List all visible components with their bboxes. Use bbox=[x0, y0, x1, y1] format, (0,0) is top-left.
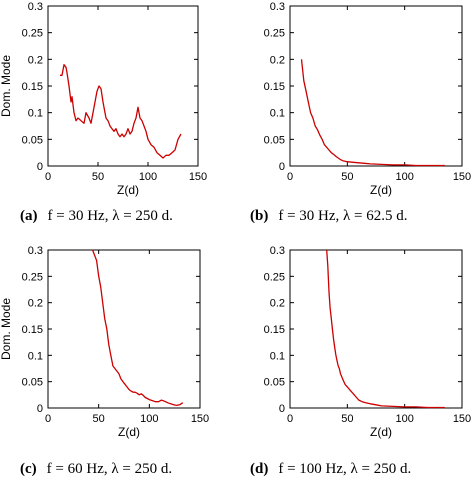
plot-frame-a bbox=[47, 5, 199, 167]
y-tick-label-d-4: 0.2 bbox=[270, 298, 285, 310]
y-axis-label-c: Dom. Mode bbox=[0, 298, 13, 360]
y-tick-label-b-5: 0.25 bbox=[264, 28, 285, 40]
y-tick-label-c-1: 0.05 bbox=[22, 377, 43, 389]
y-tick-label-c-3: 0.15 bbox=[22, 324, 43, 336]
y-tick-label-b-0: 0 bbox=[279, 161, 285, 173]
caption-b: (b) f = 30 Hz, λ = 62.5 d. bbox=[250, 208, 408, 224]
y-axis-label-a: Dom. Mode bbox=[0, 55, 13, 117]
series-line-d bbox=[326, 249, 445, 409]
x-tick-label-d-3: 150 bbox=[453, 413, 471, 425]
series-line-a bbox=[60, 64, 182, 159]
x-axis-label-b: Z(d) bbox=[370, 183, 392, 197]
caption-letter-c: (c) bbox=[20, 461, 37, 477]
y-tick-label-d-1: 0.05 bbox=[264, 377, 285, 389]
y-tick-label-a-6: 0.3 bbox=[28, 1, 43, 13]
y-tick-label-b-1: 0.05 bbox=[264, 134, 285, 146]
caption-text-a: f = 30 Hz, λ = 250 d. bbox=[48, 208, 173, 224]
y-tick-label-d-2: 0.1 bbox=[270, 350, 285, 362]
y-tick-label-a-4: 0.2 bbox=[28, 54, 43, 66]
y-tick-label-b-2: 0.1 bbox=[270, 108, 285, 120]
x-tick-label-c-1: 50 bbox=[93, 413, 105, 425]
y-tick-label-a-1: 0.05 bbox=[22, 134, 43, 146]
y-tick-label-a-0: 0 bbox=[37, 161, 43, 173]
x-tick-label-a-1: 50 bbox=[92, 171, 104, 183]
x-tick-label-a-3: 150 bbox=[189, 171, 207, 183]
y-tick-label-c-2: 0.1 bbox=[28, 350, 43, 362]
plot-frame-d bbox=[289, 249, 463, 409]
x-tick-label-a-2: 100 bbox=[139, 171, 157, 183]
x-tick-label-b-3: 150 bbox=[453, 171, 471, 183]
caption-a: (a) f = 30 Hz, λ = 250 d. bbox=[20, 208, 173, 224]
x-axis-label-a: Z(d) bbox=[117, 183, 139, 197]
x-tick-label-b-0: 0 bbox=[287, 171, 293, 183]
x-tick-label-b-2: 100 bbox=[395, 171, 413, 183]
x-tick-label-d-1: 50 bbox=[341, 413, 353, 425]
y-tick-label-a-5: 0.25 bbox=[22, 28, 43, 40]
x-tick-label-c-3: 150 bbox=[191, 413, 209, 425]
x-tick-label-d-2: 100 bbox=[395, 413, 413, 425]
x-tick-label-d-0: 0 bbox=[287, 413, 293, 425]
caption-text-d: f = 100 Hz, λ = 250 d. bbox=[278, 461, 411, 477]
y-tick-label-c-4: 0.2 bbox=[28, 298, 43, 310]
y-tick-label-d-5: 0.25 bbox=[264, 271, 285, 283]
y-tick-label-d-3: 0.15 bbox=[264, 324, 285, 336]
y-tick-label-d-6: 0.3 bbox=[270, 245, 285, 257]
caption-d: (d) f = 100 Hz, λ = 250 d. bbox=[250, 461, 411, 477]
caption-text-b: f = 30 Hz, λ = 62.5 d. bbox=[278, 208, 407, 224]
y-tick-label-a-2: 0.1 bbox=[28, 108, 43, 120]
series-line-c bbox=[91, 249, 184, 407]
x-tick-label-c-2: 100 bbox=[140, 413, 158, 425]
caption-letter-d: (d) bbox=[250, 461, 268, 477]
y-tick-label-b-3: 0.15 bbox=[264, 81, 285, 93]
y-tick-label-d-0: 0 bbox=[279, 403, 285, 415]
y-tick-label-c-0: 0 bbox=[37, 403, 43, 415]
caption-text-c: f = 60 Hz, λ = 250 d. bbox=[47, 461, 172, 477]
x-tick-label-c-0: 0 bbox=[45, 413, 51, 425]
y-tick-label-c-5: 0.25 bbox=[22, 271, 43, 283]
x-axis-label-c: Z(d) bbox=[118, 425, 140, 439]
x-tick-label-b-1: 50 bbox=[341, 171, 353, 183]
series-line-b bbox=[300, 59, 445, 167]
x-tick-label-a-0: 0 bbox=[45, 171, 51, 183]
caption-letter-a: (a) bbox=[20, 208, 38, 224]
y-tick-label-c-6: 0.3 bbox=[28, 245, 43, 257]
caption-letter-b: (b) bbox=[250, 208, 268, 224]
x-axis-label-d: Z(d) bbox=[370, 425, 392, 439]
y-tick-label-b-6: 0.3 bbox=[270, 1, 285, 13]
plot-frame-b bbox=[289, 5, 463, 167]
y-tick-label-b-4: 0.2 bbox=[270, 54, 285, 66]
caption-c: (c) f = 60 Hz, λ = 250 d. bbox=[20, 461, 172, 477]
y-tick-label-a-3: 0.15 bbox=[22, 81, 43, 93]
plot-frame-c bbox=[47, 249, 201, 409]
